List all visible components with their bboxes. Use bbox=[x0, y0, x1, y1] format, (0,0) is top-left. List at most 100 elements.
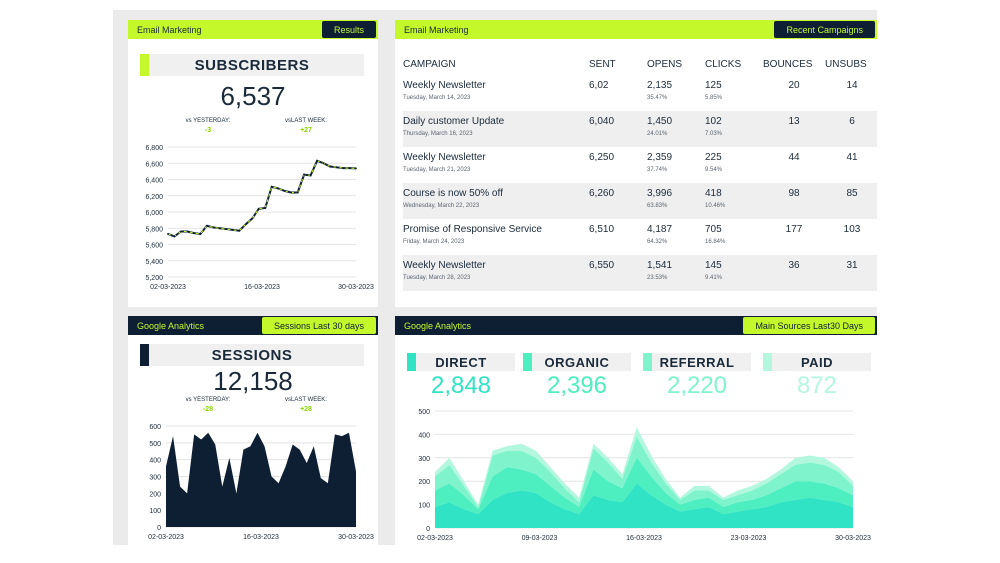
cmp-lastweek-label: vsLAST WEEK: bbox=[285, 397, 327, 403]
table-row[interactable]: Weekly Newsletter Tuesday, March 28, 2023… bbox=[403, 255, 877, 291]
opens-pct: 63.83% bbox=[647, 203, 668, 209]
data-point bbox=[270, 185, 273, 188]
col-clicks: CLICKS bbox=[705, 58, 742, 70]
sent-cell: 6,250 bbox=[589, 152, 615, 163]
table-row[interactable]: Weekly Newsletter Tuesday, March 21, 2023… bbox=[403, 147, 877, 183]
sessions-title: SESSIONS bbox=[211, 346, 293, 364]
unsubs-cell: 31 bbox=[825, 255, 877, 291]
sent-cell: 6,260 bbox=[589, 183, 647, 219]
sessions-area bbox=[166, 432, 356, 527]
opens-pct: 24.01% bbox=[647, 131, 668, 137]
x-tick-label: 30-03-2023 bbox=[338, 284, 374, 291]
y-tick-label: 200 bbox=[149, 491, 161, 498]
sessions-title-bar: SESSIONS bbox=[140, 344, 364, 366]
data-point bbox=[342, 167, 344, 170]
series-area-direct bbox=[435, 483, 853, 528]
sessions-last-30-days-tab[interactable]: Sessions Last 30 days bbox=[261, 317, 376, 334]
data-point bbox=[283, 189, 286, 192]
x-tick-label: 16-03-2023 bbox=[626, 535, 662, 542]
data-point bbox=[257, 207, 260, 210]
x-tick-label: 02-03-2023 bbox=[150, 284, 186, 291]
campaigns-header-label: Email Marketing bbox=[404, 24, 469, 35]
data-point bbox=[316, 159, 319, 162]
data-point bbox=[225, 228, 228, 230]
sent-cell: 6,550 bbox=[589, 255, 647, 291]
data-point bbox=[218, 227, 221, 230]
y-tick-label: 400 bbox=[149, 458, 161, 465]
opens-pct: 37.74% bbox=[647, 167, 668, 173]
table-row[interactable]: Promise of Responsive Service Friday, Mar… bbox=[403, 219, 877, 255]
source-organic-title: ORGANIC bbox=[523, 353, 631, 371]
sent-cell: 6,02 bbox=[589, 80, 609, 91]
sessions-header-label: Google Analytics bbox=[137, 320, 205, 331]
sessions-area-chart: 600 500 400 300 200 100 0 02-03-2023 16-03-2023 3… bbox=[148, 424, 374, 541]
data-point bbox=[303, 173, 306, 176]
subscribers-panel: Email Marketing Results SUBSCRIBERS 6,53… bbox=[128, 20, 378, 307]
cmp-lastweek-value: +27 bbox=[300, 127, 312, 134]
x-tick-label: 16-03-2023 bbox=[244, 284, 280, 291]
clicks-pct: 7.03% bbox=[705, 131, 723, 137]
col-opens: OPENS bbox=[647, 58, 683, 70]
campaign-name: Course is now 50% off bbox=[403, 188, 503, 199]
clicks-cell: 102 7.03% bbox=[705, 111, 763, 147]
campaign-name: Promise of Responsive Service bbox=[403, 224, 542, 235]
data-point bbox=[186, 230, 189, 233]
results-tab[interactable]: Results bbox=[321, 21, 376, 38]
x-tick-label: 30-03-2023 bbox=[338, 534, 374, 541]
data-point bbox=[167, 233, 169, 235]
y-tick-label: 500 bbox=[149, 441, 161, 448]
data-point bbox=[329, 165, 331, 168]
y-tick-label: 400 bbox=[418, 432, 430, 439]
opens-cell: 3,996 63.83% bbox=[647, 183, 705, 219]
clicks-value: 145 bbox=[705, 260, 722, 271]
subscribers-header-label: Email Marketing bbox=[137, 24, 202, 35]
source-paid-value: 872 bbox=[796, 372, 838, 399]
opens-pct: 64.32% bbox=[647, 239, 668, 245]
opens-cell: 1,450 24.01% bbox=[647, 111, 705, 147]
x-tick-label: 16-03-2023 bbox=[243, 534, 279, 541]
table-row[interactable]: Course is now 50% off Wednesday, March 22… bbox=[403, 183, 877, 219]
y-tick-label: 300 bbox=[149, 475, 161, 482]
y-tick-label: 200 bbox=[418, 479, 430, 486]
subscribers-series-dash bbox=[167, 160, 357, 237]
data-point bbox=[231, 228, 234, 231]
y-tick-label: 6,400 bbox=[145, 178, 163, 185]
bounces-cell: 13 bbox=[763, 111, 825, 147]
sources-header: Google Analytics Main Sources Last30 Day… bbox=[395, 316, 877, 335]
paid-color-mark bbox=[763, 353, 772, 371]
clicks-value: 102 bbox=[705, 116, 722, 127]
y-tick-label: 6,800 bbox=[145, 145, 163, 152]
sources-stacked-area-chart: 500 400 300 200 100 0 02-03-2023 09-03-2023 16-0… bbox=[417, 409, 871, 542]
data-point bbox=[180, 230, 182, 233]
data-point bbox=[290, 191, 293, 194]
campaign-name: Weekly Newsletter bbox=[403, 260, 486, 271]
recent-campaigns-tab[interactable]: Recent Campaigns bbox=[774, 21, 875, 38]
cmp-yesterday-label: vs YESTERDAY: bbox=[185, 397, 231, 403]
campaign-cell: Course is now 50% off Wednesday, March 22… bbox=[403, 183, 589, 219]
y-tick-label: 5,800 bbox=[145, 226, 163, 233]
y-tick-label: 100 bbox=[149, 508, 161, 515]
source-referral-title: REFERRAL bbox=[643, 353, 751, 371]
table-header-row: CAMPAIGN SENT OPENS CLICKS BOUNCES UNSUB… bbox=[403, 53, 877, 75]
clicks-pct: 10.46% bbox=[705, 203, 726, 209]
campaign-cell: Weekly Newsletter Tuesday, March 28, 2023 bbox=[403, 255, 589, 291]
col-unsubs: UNSUBS bbox=[825, 58, 867, 70]
table-row[interactable]: Daily customer Update Thursday, March 16,… bbox=[403, 111, 877, 147]
campaigns-header: Email Marketing Recent Campaigns bbox=[395, 20, 877, 39]
data-point bbox=[238, 229, 241, 232]
clicks-value: 418 bbox=[705, 188, 722, 199]
dashboard-canvas: Email Marketing Results SUBSCRIBERS 6,53… bbox=[113, 10, 877, 545]
opens-pct: 35.47% bbox=[647, 95, 668, 101]
source-direct-value: 2,848 bbox=[430, 372, 492, 399]
subscribers-title: SUBSCRIBERS bbox=[194, 56, 310, 74]
y-tick-label: 6,600 bbox=[145, 161, 163, 168]
sessions-header: Google Analytics Sessions Last 30 days bbox=[128, 316, 378, 335]
y-tick-label: 6,200 bbox=[145, 194, 163, 201]
opens-cell: 1,541 23.53% bbox=[647, 255, 705, 291]
clicks-cell: 418 10.46% bbox=[705, 183, 763, 219]
table-row[interactable]: Weekly Newsletter Tuesday, March 14, 2023… bbox=[403, 75, 877, 111]
x-tick-label: 02-03-2023 bbox=[148, 534, 184, 541]
main-sources-tab[interactable]: Main Sources Last30 Days bbox=[743, 317, 875, 334]
source-referral-value: 2,220 bbox=[666, 372, 728, 399]
x-tick-label: 30-03-2023 bbox=[835, 535, 871, 542]
